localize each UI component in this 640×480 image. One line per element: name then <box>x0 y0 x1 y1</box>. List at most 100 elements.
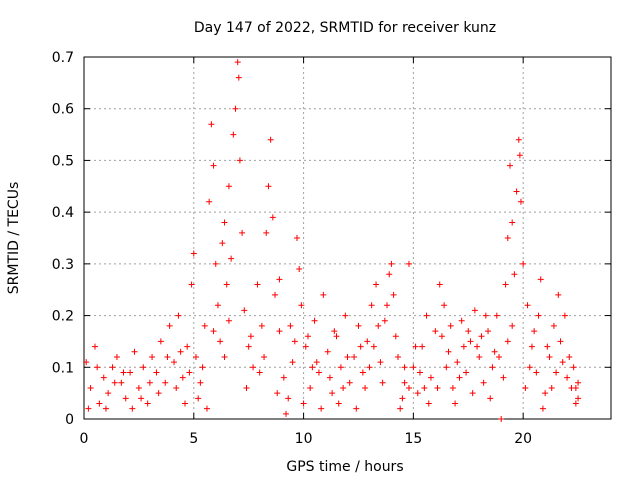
data-point <box>258 322 265 329</box>
data-point <box>487 395 494 402</box>
x-tick-label: 15 <box>404 431 422 447</box>
data-point <box>572 384 579 391</box>
data-point <box>362 384 369 391</box>
data-point <box>256 369 263 376</box>
data-point <box>129 405 136 412</box>
data-point <box>414 390 421 397</box>
data-point <box>443 364 450 371</box>
data-point <box>528 343 535 350</box>
data-point <box>485 328 492 335</box>
data-point <box>210 162 217 169</box>
data-point <box>122 395 129 402</box>
data-point <box>302 343 309 350</box>
data-point <box>478 333 485 340</box>
data-point <box>331 328 338 335</box>
data-point <box>509 322 516 329</box>
data-point <box>329 390 336 397</box>
data-point <box>153 369 160 376</box>
data-point <box>476 353 483 360</box>
data-point <box>304 333 311 340</box>
y-tick-label: 0 <box>65 412 74 428</box>
data-point <box>544 343 551 350</box>
x-tick-label: 20 <box>514 431 532 447</box>
data-point <box>520 260 527 267</box>
data-point <box>379 379 386 386</box>
data-point <box>186 369 193 376</box>
data-point <box>353 405 360 412</box>
data-point <box>173 384 180 391</box>
data-point <box>375 322 382 329</box>
data-point <box>489 364 496 371</box>
data-point <box>102 405 109 412</box>
data-point <box>182 400 189 407</box>
data-point <box>564 374 571 381</box>
data-point <box>87 384 94 391</box>
data-point <box>465 328 472 335</box>
data-point <box>515 136 522 143</box>
data-point <box>225 183 232 190</box>
data-point <box>463 369 470 376</box>
data-point <box>175 312 182 319</box>
data-point <box>239 229 246 236</box>
y-axis-label: SRMTID / TECUs <box>6 182 22 295</box>
y-tick-label: 0.4 <box>52 205 74 221</box>
data-point <box>91 343 98 350</box>
data-point <box>318 405 325 412</box>
data-point <box>432 328 439 335</box>
data-point <box>214 302 221 309</box>
data-point <box>511 271 518 278</box>
data-point <box>445 348 452 355</box>
data-point <box>203 405 210 412</box>
data-point <box>298 302 305 309</box>
data-point <box>276 328 283 335</box>
data-point <box>276 276 283 283</box>
data-point <box>572 400 579 407</box>
data-point <box>458 317 465 324</box>
data-point <box>131 348 138 355</box>
data-point <box>254 281 261 288</box>
data-point <box>496 353 503 360</box>
data-point <box>272 291 279 298</box>
data-point <box>315 369 322 376</box>
data-point <box>570 364 577 371</box>
data-point <box>166 322 173 329</box>
data-point <box>405 260 412 267</box>
data-point <box>509 219 516 226</box>
y-tick-label: 0.2 <box>52 309 74 325</box>
data-point <box>419 343 426 350</box>
data-point <box>416 369 423 376</box>
data-point <box>162 379 169 386</box>
data-point <box>225 317 232 324</box>
data-point <box>531 328 538 335</box>
data-point <box>427 374 434 381</box>
data-point <box>83 359 90 366</box>
data-point <box>373 281 380 288</box>
data-point <box>120 369 127 376</box>
data-point <box>263 229 270 236</box>
data-point <box>293 235 300 241</box>
data-point <box>285 395 292 402</box>
data-point <box>250 364 257 371</box>
data-point <box>516 152 523 159</box>
data-point <box>221 219 228 226</box>
data-point <box>368 302 375 309</box>
data-point <box>85 405 92 412</box>
data-point <box>537 276 544 283</box>
data-point <box>498 416 505 422</box>
data-point <box>146 379 153 386</box>
data-point <box>109 364 116 371</box>
data-point <box>566 353 573 360</box>
data-point <box>195 395 202 402</box>
data-point <box>320 291 327 298</box>
data-point <box>337 364 344 371</box>
data-point <box>575 379 582 386</box>
x-tick-label: 0 <box>80 431 89 447</box>
data-point <box>377 359 384 366</box>
data-point <box>491 348 498 355</box>
data-point <box>333 333 340 340</box>
data-point <box>548 384 555 391</box>
data-point <box>506 162 513 169</box>
data-point <box>261 353 268 360</box>
data-point <box>192 353 199 360</box>
